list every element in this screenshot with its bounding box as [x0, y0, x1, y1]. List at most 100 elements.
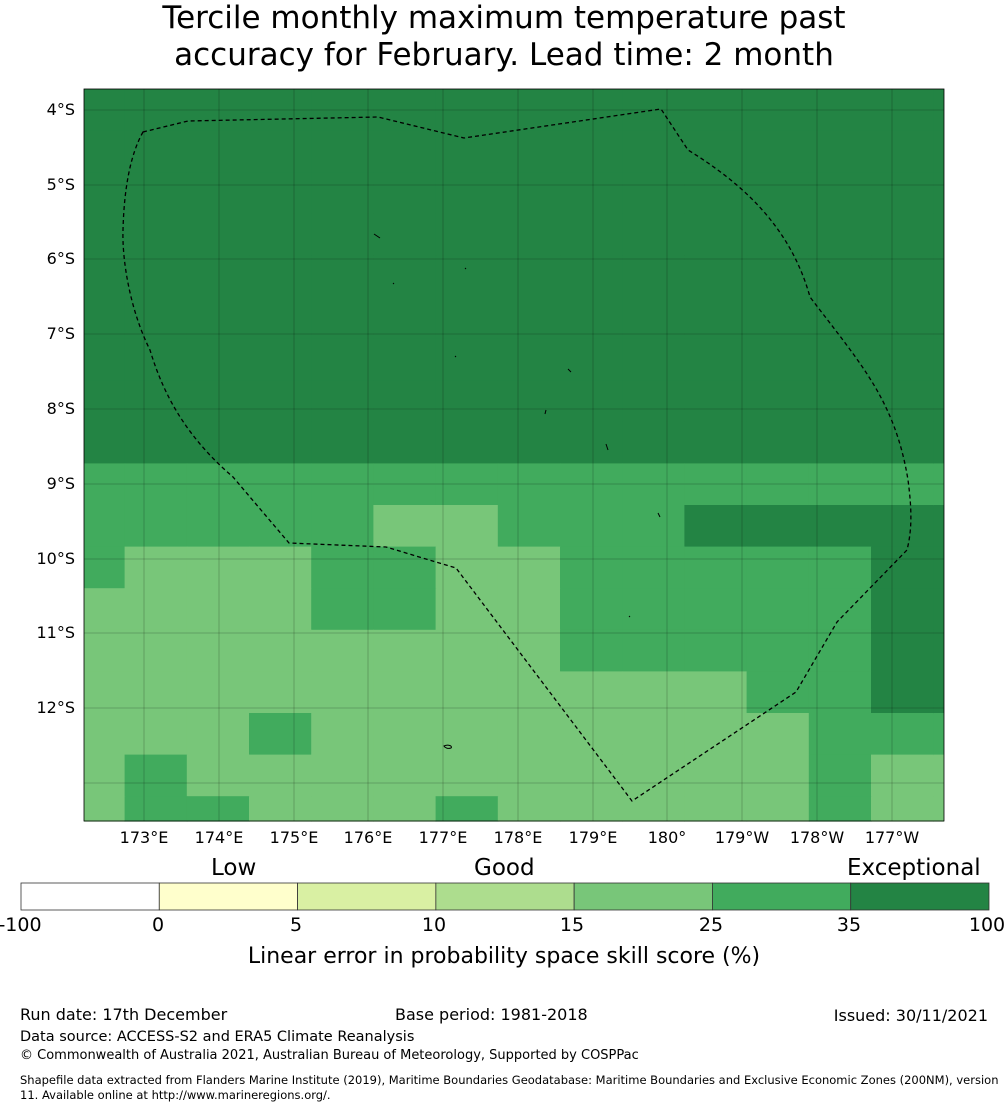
island	[373, 233, 381, 239]
skill-cell	[933, 796, 944, 822]
skill-cell	[622, 463, 685, 506]
skill-cell	[684, 754, 748, 797]
skill-cell	[249, 380, 312, 423]
skill-cell	[746, 130, 810, 173]
skill-cell	[622, 629, 685, 672]
skill-cell	[684, 297, 748, 340]
skill-cell	[311, 629, 374, 672]
colorbar	[20, 882, 990, 911]
skill-cell	[560, 796, 623, 822]
skill-cell	[249, 255, 312, 298]
skill-cell	[622, 754, 685, 797]
skill-cell	[808, 463, 872, 506]
skill-cell	[560, 213, 623, 256]
skill-cell	[684, 546, 748, 589]
skill-cell	[124, 338, 188, 381]
skill-cell	[871, 338, 934, 381]
skill-cell	[435, 796, 499, 822]
skill-cell	[124, 546, 188, 589]
skill-cell	[933, 671, 944, 714]
skill-cell	[311, 671, 374, 714]
skill-cell	[871, 505, 934, 548]
skill-cell	[373, 546, 437, 589]
skill-cell	[186, 172, 250, 215]
skill-cell	[560, 671, 623, 714]
skill-cell	[186, 588, 250, 631]
lon-label: 173°E	[119, 828, 169, 847]
run-date: Run date: 17th December	[20, 1005, 228, 1024]
lon-label: 178°W	[789, 828, 845, 847]
lon-label: 179°W	[714, 828, 770, 847]
skill-cell	[249, 172, 312, 215]
skill-cell	[186, 338, 250, 381]
skill-cell	[435, 505, 499, 548]
title-line-1: Tercile monthly maximum temperature past	[162, 0, 846, 36]
skill-cell	[560, 421, 623, 464]
skill-cell	[933, 255, 944, 298]
island	[454, 355, 457, 358]
lat-label: 10°S	[36, 549, 75, 568]
skill-cell	[622, 713, 685, 756]
skill-cell	[186, 89, 250, 132]
skill-cell	[186, 546, 250, 589]
skill-cell	[249, 546, 312, 589]
skill-cell	[497, 255, 561, 298]
skill-cell	[871, 754, 934, 797]
skill-cell	[871, 213, 934, 256]
skill-cell	[84, 546, 126, 589]
colorbar-tick: 5	[289, 914, 303, 936]
skill-cell	[124, 629, 188, 672]
skill-cell	[435, 130, 499, 173]
lat-label: 8°S	[46, 399, 75, 418]
lon-label: 179°E	[568, 828, 618, 847]
colorbar-tick: 15	[559, 914, 585, 936]
skill-cell	[311, 255, 374, 298]
skill-cell	[622, 130, 685, 173]
skill-cell	[497, 172, 561, 215]
skill-cell	[124, 754, 188, 797]
category-good: Good	[474, 855, 535, 881]
skill-cell	[249, 754, 312, 797]
skill-cell	[560, 89, 623, 132]
skill-cell	[373, 713, 437, 756]
skill-cell	[622, 89, 685, 132]
skill-cell	[746, 255, 810, 298]
colorbar-title: Linear error in probability space skill …	[247, 944, 761, 969]
chart-title: Tercile monthly maximum temperature past…	[0, 0, 1008, 74]
skill-cell	[746, 213, 810, 256]
lat-label: 4°S	[46, 100, 75, 119]
skill-cell	[808, 505, 872, 548]
skill-cell	[684, 380, 748, 423]
skill-cell	[622, 671, 685, 714]
skill-cell	[373, 89, 437, 132]
skill-cell	[560, 380, 623, 423]
skill-cell	[249, 130, 312, 173]
skill-cell	[560, 297, 623, 340]
skill-cell	[746, 463, 810, 506]
skill-cell	[186, 130, 250, 173]
copyright: © Commonwealth of Australia 2021, Austra…	[20, 1048, 639, 1063]
skill-cell	[622, 213, 685, 256]
skill-cell	[186, 213, 250, 256]
lon-label: 176°E	[343, 828, 393, 847]
skill-cell	[871, 89, 934, 132]
skill-cell	[560, 505, 623, 548]
skill-cell	[124, 255, 188, 298]
skill-cell	[933, 629, 944, 672]
skill-cell	[186, 380, 250, 423]
skill-cell	[808, 130, 872, 173]
skill-cell	[435, 713, 499, 756]
island	[464, 267, 467, 270]
graticule	[84, 89, 944, 821]
skill-cell	[746, 89, 810, 132]
island	[443, 744, 452, 749]
skill-cell	[746, 796, 810, 822]
skill-cell	[622, 297, 685, 340]
skill-cell	[808, 89, 872, 132]
skill-cell	[871, 546, 934, 589]
colorbar-segment	[20, 882, 160, 911]
skill-cell	[933, 338, 944, 381]
skill-cell	[871, 380, 934, 423]
skill-cell	[373, 213, 437, 256]
skill-cell	[746, 338, 810, 381]
